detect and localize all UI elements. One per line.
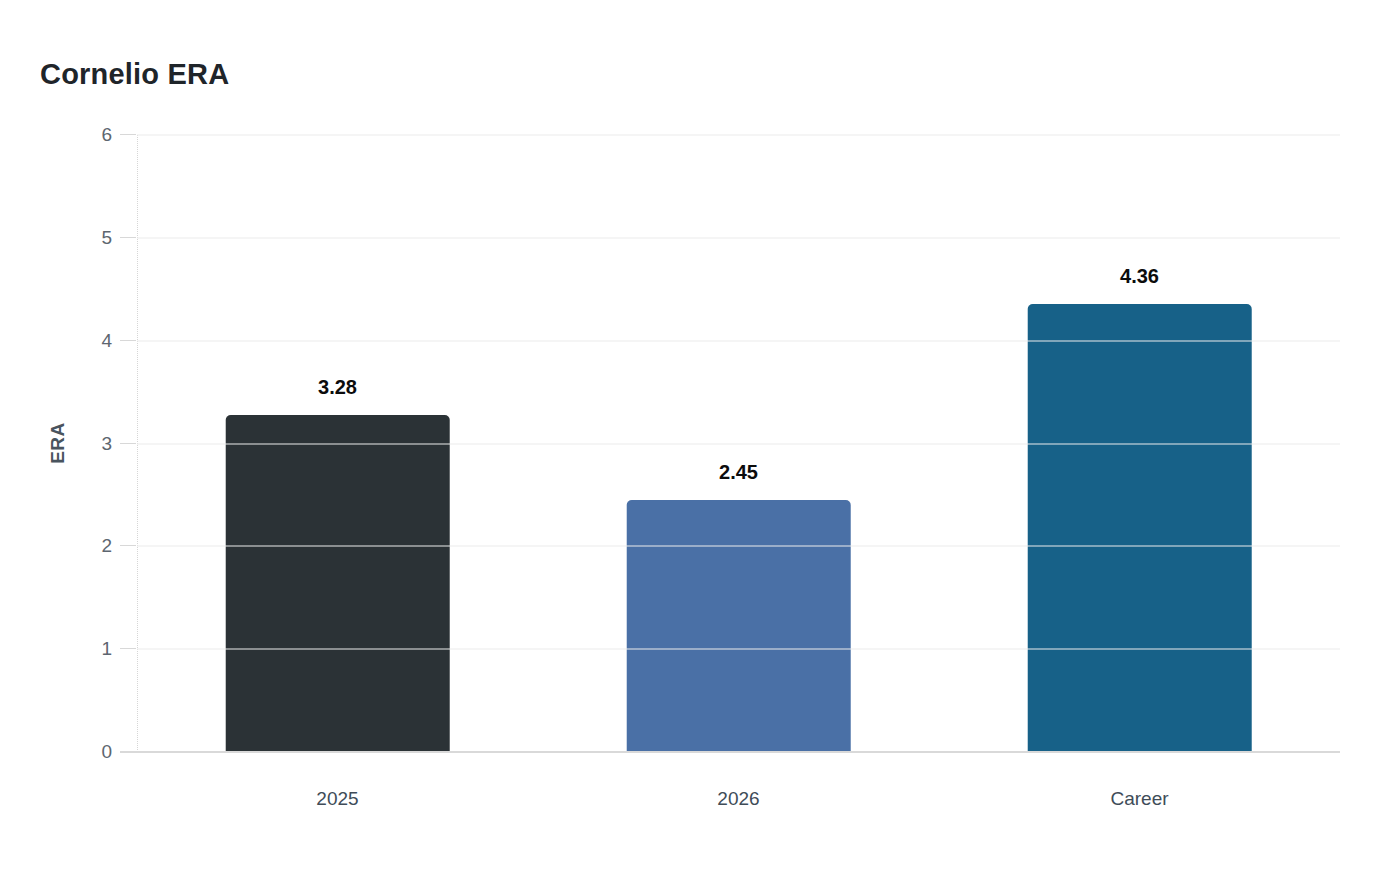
x-tick-label: 2025 [137,784,538,814]
gridline [137,443,1340,444]
gridline [137,546,1340,547]
y-tick-mark [120,134,136,135]
y-tick-label: 0 [70,741,112,763]
y-axis-title: ERA [47,422,69,464]
y-tick-label: 5 [70,227,112,249]
y-tick-mark [120,237,136,238]
bar-career [1027,304,1252,752]
chart-card: Cornelio ERA ERA 0 1 2 3 4 5 6 3.28 2.45 4.36 20… [0,0,1400,880]
y-tick-mark [120,443,136,444]
bar-value-label: 4.36 [939,264,1340,288]
y-axis-tick-marks [120,135,136,752]
plot-area: 3.28 2.45 4.36 [137,135,1340,752]
x-tick-label: 2026 [538,784,939,814]
gridline [137,649,1340,650]
bar-2026 [626,500,851,752]
gridline [137,237,1340,238]
x-tick-label: Career [939,784,1340,814]
y-tick-label: 4 [70,330,112,352]
y-tick-label: 1 [70,638,112,660]
y-tick-mark [120,648,136,649]
bar-2025 [225,415,450,752]
y-axis: 0123456 [70,135,112,752]
bar-value-label: 2.45 [538,460,939,484]
y-tick-label: 6 [70,124,112,146]
x-axis: 20252026Career [137,784,1340,814]
y-tick-label: 2 [70,535,112,557]
y-tick-mark [120,545,136,546]
bar-value-label: 3.28 [137,375,538,399]
y-tick-mark [120,340,136,341]
x-axis-baseline [120,751,1340,753]
chart-title: Cornelio ERA [40,58,229,91]
gridline [137,135,1340,136]
y-tick-label: 3 [70,433,112,455]
gridline [137,340,1340,341]
